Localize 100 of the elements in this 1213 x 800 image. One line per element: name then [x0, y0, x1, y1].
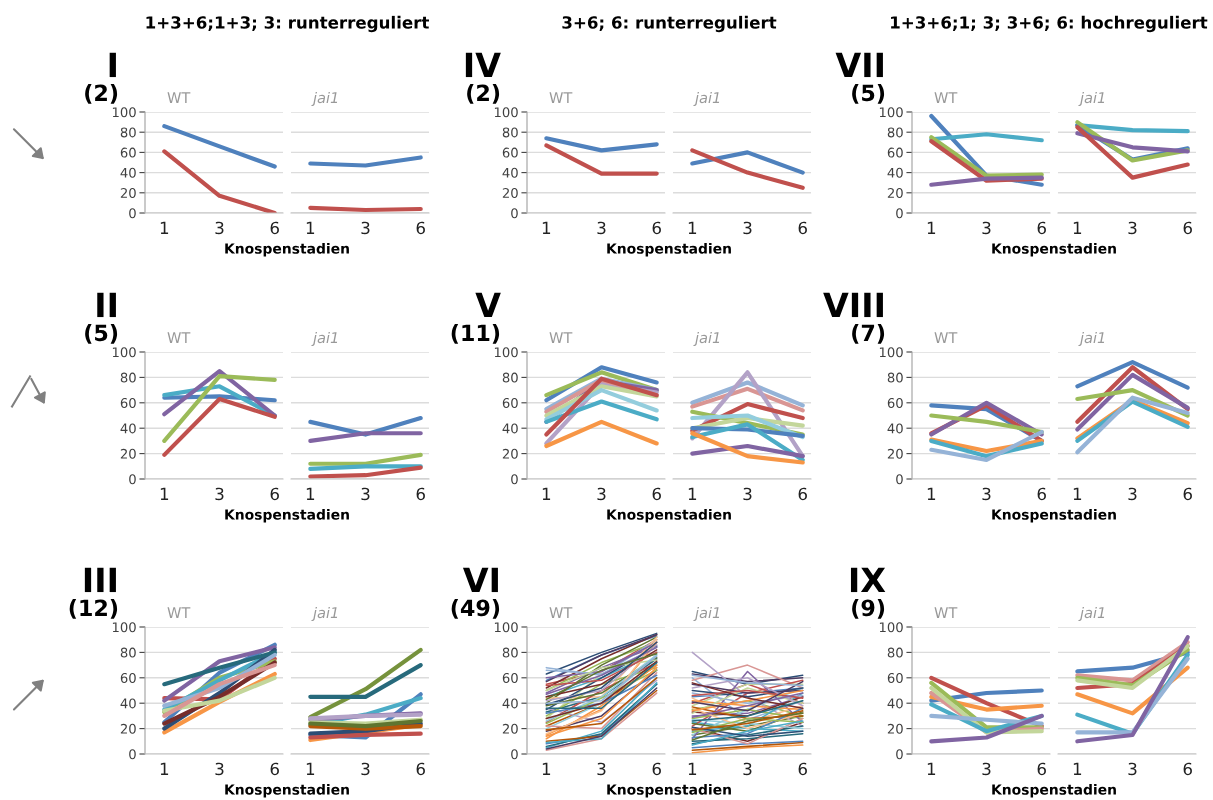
x-tick-label: 6	[270, 221, 279, 235]
text: 3+6; 6: runterreguliert	[562, 15, 777, 33]
x-tick-label: 1	[1073, 487, 1082, 500]
y-tick-label: 80	[887, 127, 903, 138]
x-tick-label: 6	[652, 221, 661, 235]
x-tick-label: 3	[743, 221, 752, 235]
y-tick-label: 60	[502, 147, 518, 158]
text: (2)	[467, 84, 500, 104]
x-tick-label: 1	[688, 221, 697, 234]
x-tick-label: 3	[215, 221, 224, 235]
chart-subtitle: jai1	[311, 331, 338, 346]
y-tick-label: 60	[120, 147, 136, 158]
x-tick-label: 3	[1128, 487, 1137, 501]
x-tick-label: 1	[927, 487, 936, 500]
x-axis-title: Knospenstadien	[225, 784, 349, 798]
chart-subtitle: WT	[167, 92, 191, 103]
x-tick-label: 6	[652, 487, 661, 501]
x-tick-label: 3	[215, 762, 224, 776]
x-tick-label: 1	[688, 487, 697, 500]
x-tick-label: 3	[597, 762, 606, 776]
y-tick-label: 100	[494, 107, 518, 118]
y-tick-label: 20	[887, 188, 903, 198]
y-tick-label: 20	[502, 188, 518, 198]
chart-subtitle: jai1	[1078, 91, 1105, 106]
x-tick-label: 1	[160, 762, 169, 775]
y-tick-label: 100	[879, 347, 903, 358]
x-axis-title: Knospenstadien	[992, 243, 1116, 257]
text: (9)	[852, 599, 885, 619]
x-tick-label: 3	[1128, 762, 1137, 776]
chart-title: VI	[462, 567, 498, 593]
x-tick-label: 1	[542, 221, 551, 234]
y-tick-label: 60	[502, 673, 518, 683]
x-axis-title: Knospenstadien	[607, 243, 731, 257]
chart-title: IV	[465, 52, 501, 78]
x-tick-label: 6	[798, 487, 807, 501]
y-tick-label: 0	[896, 749, 903, 760]
x-tick-label: 1	[688, 762, 697, 775]
x-tick-label: 3	[1128, 221, 1137, 235]
x-axis-title: Knospenstadien	[225, 509, 349, 523]
chart-title: VII	[835, 52, 883, 78]
chart-subtitle: WT	[934, 332, 958, 343]
y-tick-label: 0	[511, 208, 518, 219]
y-tick-label: 0	[896, 474, 903, 485]
y-tick-label: 40	[120, 698, 136, 709]
x-tick-label: 3	[982, 221, 991, 235]
chart-title: V	[475, 292, 501, 318]
y-tick-label: 20	[502, 448, 518, 459]
x-tick-label: 3	[982, 762, 991, 776]
y-tick-label: 0	[511, 749, 518, 760]
x-tick-label: 3	[361, 487, 370, 501]
y-tick-label: 80	[887, 372, 903, 383]
text: (2)	[85, 84, 118, 104]
chart-title: III	[84, 567, 116, 593]
y-tick-label: 40	[887, 698, 903, 709]
x-tick-label: 6	[1183, 487, 1192, 501]
y-tick-label: 80	[120, 127, 136, 138]
x-tick-label: 3	[982, 487, 991, 501]
x-tick-label: 6	[270, 762, 279, 776]
x-axis-title: Knospenstadien	[607, 509, 731, 523]
x-tick-label: 6	[270, 487, 279, 501]
x-axis-title: Knospenstadien	[225, 243, 349, 257]
chart-subtitle: WT	[167, 607, 191, 618]
x-tick-label: 6	[416, 221, 425, 235]
x-tick-label: 3	[215, 487, 224, 501]
x-tick-label: 6	[1183, 762, 1192, 776]
chart-subtitle: jai1	[1078, 331, 1105, 346]
y-tick-label: 20	[887, 723, 903, 734]
text: 1+3+6;1; 3; 3+6; 6: hochreguliert	[891, 15, 1208, 33]
chart-subtitle: WT	[549, 607, 573, 618]
y-tick-label: 80	[120, 647, 136, 658]
x-tick-label: 1	[306, 487, 315, 500]
x-tick-label: 3	[597, 221, 606, 235]
y-tick-label: 0	[511, 474, 518, 485]
x-tick-label: 1	[927, 762, 936, 775]
chart-subtitle: jai1	[693, 606, 720, 621]
x-tick-label: 3	[743, 762, 752, 776]
y-tick-label: 80	[120, 372, 136, 383]
x-tick-label: 3	[597, 487, 606, 501]
chart-subtitle: jai1	[693, 91, 720, 106]
x-axis-title: Knospenstadien	[607, 784, 731, 798]
x-tick-label: 3	[743, 487, 752, 501]
x-tick-label: 6	[1183, 221, 1192, 235]
x-tick-label: 6	[1037, 487, 1046, 501]
chart-subtitle: WT	[549, 332, 573, 343]
y-tick-label: 0	[129, 474, 136, 485]
y-tick-label: 100	[494, 347, 518, 358]
x-tick-label: 6	[416, 487, 425, 501]
y-tick-label: 100	[112, 347, 136, 358]
x-tick-label: 1	[1073, 762, 1082, 775]
y-tick-label: 100	[494, 622, 518, 633]
y-tick-label: 60	[120, 398, 136, 408]
x-tick-label: 3	[361, 762, 370, 776]
text: (49)	[451, 599, 500, 619]
x-tick-label: 6	[1037, 762, 1046, 776]
chart-title: I	[109, 52, 116, 78]
x-tick-label: 1	[306, 762, 315, 775]
x-tick-label: 6	[798, 762, 807, 776]
x-tick-label: 6	[652, 762, 661, 776]
chart-subtitle: WT	[934, 92, 958, 103]
x-axis-title: Knospenstadien	[992, 509, 1116, 523]
